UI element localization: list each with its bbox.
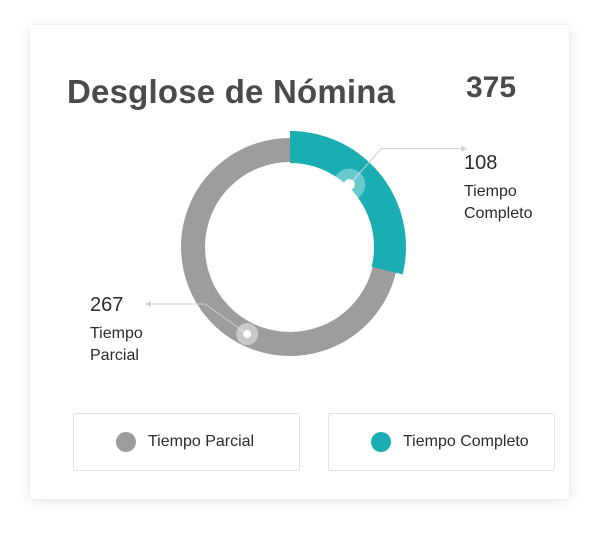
chart-title: Desglose de Nómina (67, 73, 396, 110)
marker-completo (343, 179, 355, 191)
marker-parcial (243, 330, 252, 339)
legend-swatch-completo (371, 432, 391, 452)
total-count: 375 (466, 71, 517, 104)
donut-chart (145, 131, 467, 356)
legend-item-parcial[interactable]: Tiempo Parcial (73, 413, 300, 471)
callout-parcial-label: Tiempo Parcial (90, 325, 143, 364)
arrowhead-parcial (145, 301, 151, 308)
payroll-breakdown-card: Desglose de Nómina 375 108 Tiempo Comple… (30, 25, 569, 499)
slice-tiempo-completo (290, 131, 407, 275)
arrowhead-completo (461, 145, 467, 152)
legend-swatch-parcial (116, 432, 136, 452)
callout-completo-value: 108 (464, 152, 498, 174)
legend-label-completo: Tiempo Completo (403, 433, 529, 450)
callout-parcial: 267 Tiempo Parcial (90, 293, 180, 367)
legend-item-completo[interactable]: Tiempo Completo (328, 413, 555, 471)
callout-completo: 108 Tiempo Completo (464, 151, 554, 225)
legend-label-parcial: Tiempo Parcial (148, 433, 255, 450)
callout-parcial-value: 267 (90, 294, 124, 316)
connector-parcial (152, 303, 248, 335)
connector-completo (348, 148, 460, 185)
callout-completo-label: Tiempo Completo (464, 183, 533, 222)
